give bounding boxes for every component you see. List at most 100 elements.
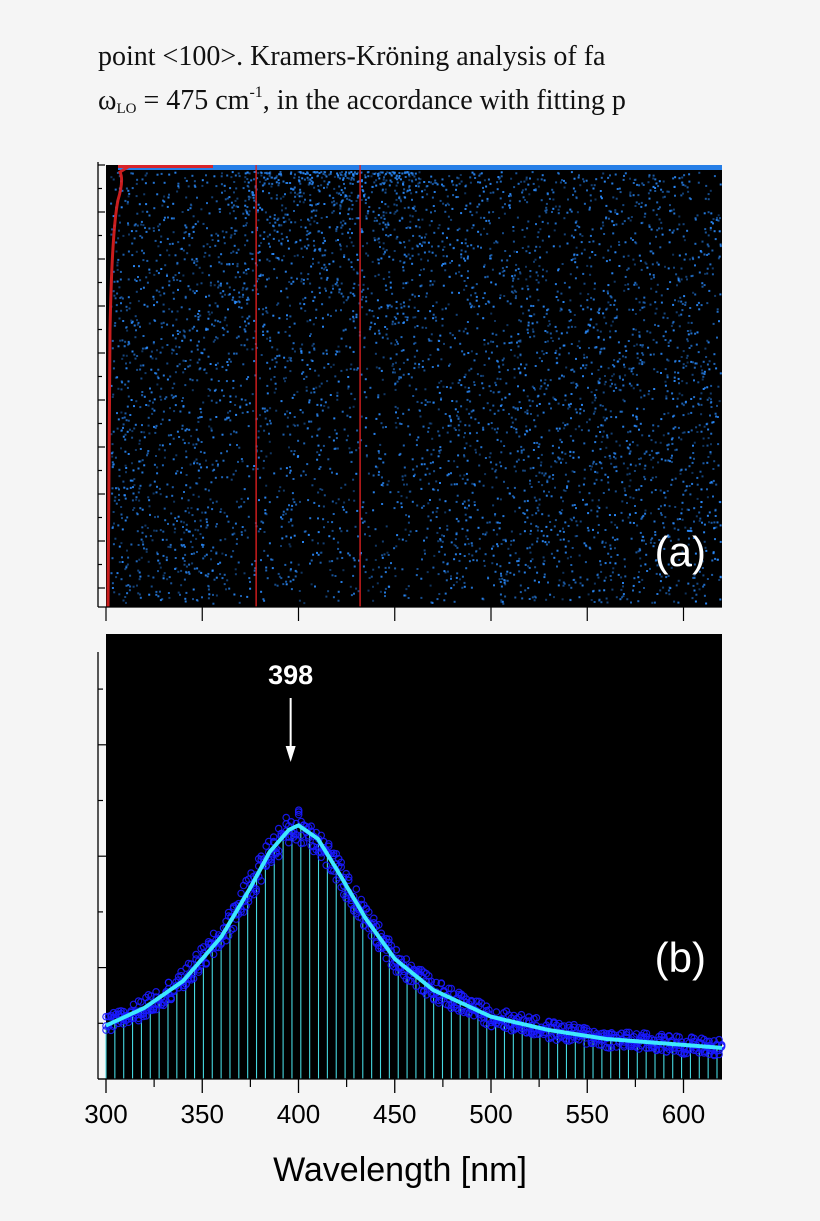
scatter-point [162,577,165,580]
scatter-point [612,224,615,227]
scatter-point [583,356,586,359]
scatter-point [312,181,314,184]
scatter-point [393,212,396,215]
scatter-point [668,241,671,244]
scatter-point [662,196,665,199]
scatter-point [303,303,306,306]
scatter-point [541,174,544,177]
scatter-point [547,514,550,517]
scatter-point [170,394,173,397]
scatter-point [224,554,227,557]
scatter-point [417,177,420,180]
scatter-point [387,223,390,226]
scatter-point [215,594,218,597]
scatter-point [471,554,474,557]
scatter-point [636,418,639,421]
scatter-point [519,320,522,323]
scatter-point [563,217,566,220]
scatter-point [284,193,286,196]
scatter-point [127,419,130,422]
scatter-point [505,266,508,268]
scatter-point [695,593,698,596]
scatter-point [719,598,722,601]
scatter-point [329,394,332,396]
scatter-point [248,402,251,405]
scatter-point [648,390,651,393]
scatter-point [430,453,433,456]
scatter-point [133,478,136,481]
scatter-point [523,469,526,472]
scatter-point [393,171,396,174]
scatter-point [442,248,445,251]
scatter-point [399,178,402,181]
scatter-point [402,282,405,285]
paragraph-line-2: ωLO = 475 cm-1, in the accordance with f… [98,85,726,117]
scatter-point [644,204,647,207]
scatter-point [557,269,560,272]
scatter-point [129,486,132,489]
scatter-point [693,574,696,577]
scatter-point [307,183,310,186]
scatter-point [220,183,223,186]
scatter-point [395,317,398,320]
scatter-point [302,371,305,374]
scatter-point [469,210,472,213]
scatter-point [648,174,651,177]
scatter-point [586,189,588,192]
scatter-point [525,176,528,179]
scatter-point [685,489,688,492]
scatter-point [456,229,459,232]
scatter-point [609,385,612,388]
scatter-point [163,449,166,452]
scatter-point [314,214,317,217]
scatter-point [197,318,200,321]
scatter-point [364,202,367,205]
scatter-point [299,171,302,173]
scatter-point [110,452,113,455]
scatter-point [163,200,166,203]
scatter-point [205,521,208,524]
scatter-point [469,176,472,179]
scatter-point [455,533,458,536]
scatter-point [280,174,283,177]
scatter-point [402,361,405,364]
scatter-point [519,354,522,357]
scatter-point [402,287,405,289]
scatter-point [393,316,396,318]
scatter-point [427,482,430,485]
scatter-point [296,193,299,196]
scatter-point [559,347,562,350]
scatter-point [514,596,517,599]
scatter-point [349,236,352,239]
scatter-point [566,211,569,214]
scatter-point [605,597,608,600]
scatter-point [597,369,600,371]
scatter-point [270,558,273,561]
scatter-point [559,438,562,441]
scatter-point [235,187,238,190]
scatter-point [138,578,141,581]
scatter-point [619,377,621,380]
scatter-point [248,172,251,175]
scatter-point [248,315,251,318]
scatter-point [518,200,521,203]
scatter-point [175,345,178,348]
scatter-point [348,198,351,201]
scatter-point [133,484,136,487]
scatter-point [495,431,498,434]
scatter-point [674,176,677,179]
scatter-point [486,402,489,405]
scatter-point [410,192,413,195]
scatter-point [620,455,623,458]
scatter-point [623,366,626,369]
scatter-point [125,419,128,422]
scatter-point [246,239,249,242]
scatter-point [475,431,478,434]
scatter-point [356,196,359,199]
scatter-point [459,342,462,345]
scatter-point [535,474,538,477]
scatter-point [283,377,285,380]
scatter-point [618,358,621,361]
scatter-point [695,515,698,518]
scatter-point [309,183,312,185]
